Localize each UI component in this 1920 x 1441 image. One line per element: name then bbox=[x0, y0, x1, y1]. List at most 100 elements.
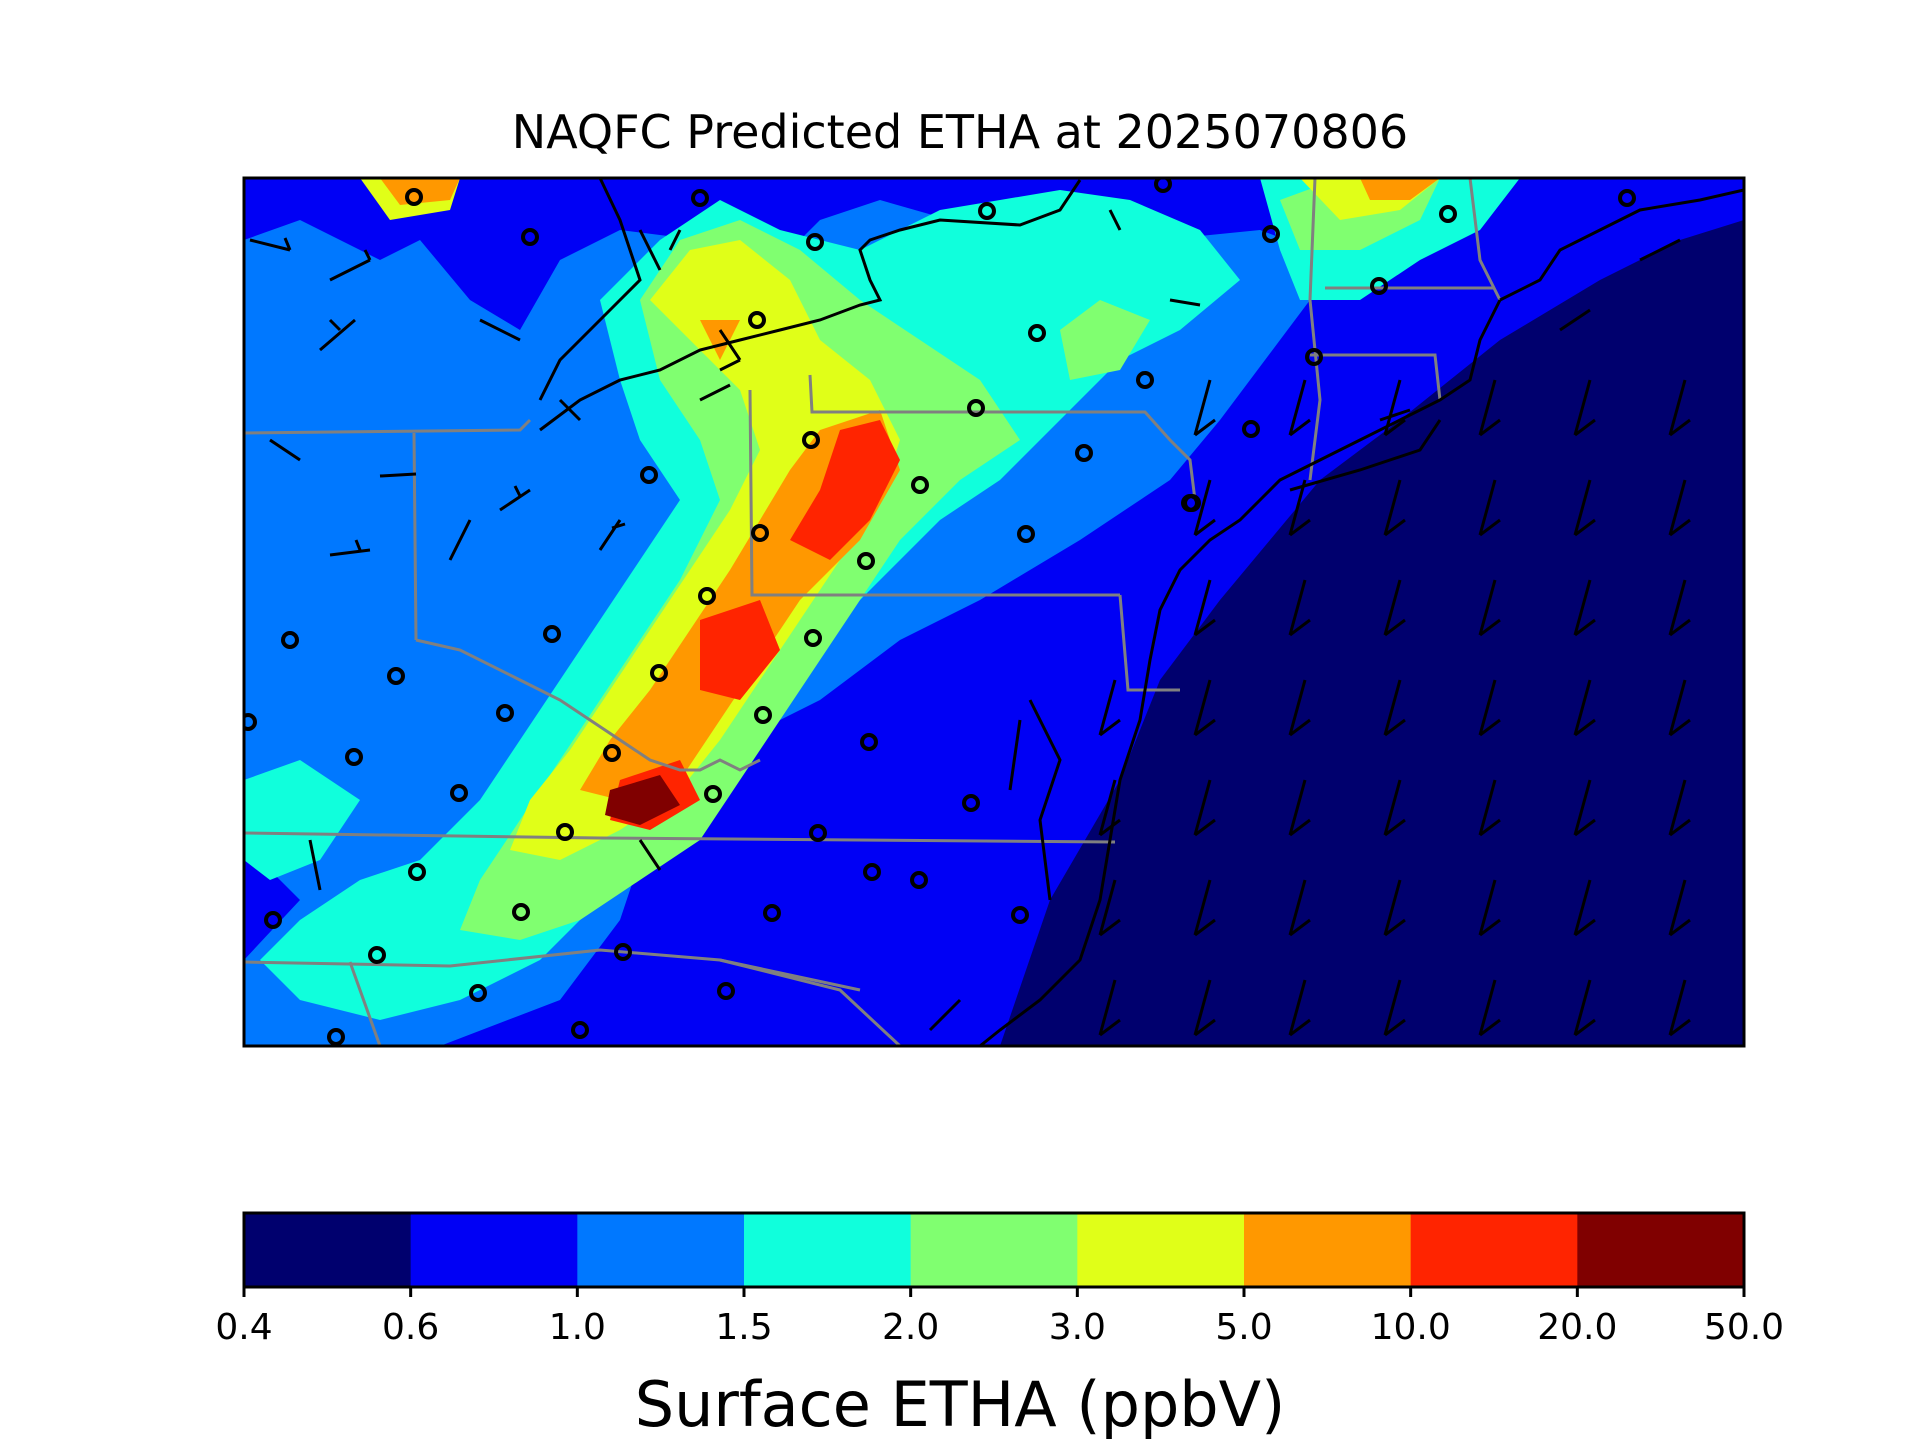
wind-barb bbox=[1478, 379, 1501, 437]
wind-barb bbox=[1383, 879, 1406, 937]
station-marker bbox=[910, 871, 928, 889]
field-class-20-0-50-0 bbox=[605, 775, 680, 825]
station-marker bbox=[1183, 494, 1201, 512]
station-marker bbox=[521, 228, 539, 246]
map-title: NAQFC Predicted ETHA at 2025070806 bbox=[511, 105, 1409, 159]
station-markers bbox=[244, 178, 1636, 1046]
field-class-10-0-20-0 bbox=[610, 420, 900, 830]
colorbar-tick-label: 1.5 bbox=[715, 1307, 772, 1348]
station-marker bbox=[763, 904, 781, 922]
wind-barb bbox=[1288, 779, 1311, 837]
colorbar-segment bbox=[1410, 1213, 1578, 1287]
wind-barb bbox=[1193, 379, 1216, 437]
colorbar-tick-label: 0.6 bbox=[382, 1307, 439, 1348]
colorbar-segment bbox=[244, 1213, 412, 1287]
colorbar: 0.4 0.6 1.0 1.5 2.0 3.0 5.0 10.0 20.0 50.0 bbox=[215, 1211, 1784, 1348]
wind-barb bbox=[1383, 379, 1406, 437]
station-marker bbox=[469, 984, 487, 1002]
station-marker bbox=[806, 233, 824, 251]
wind-barb bbox=[1573, 679, 1596, 737]
field-class-3-0-5-0 bbox=[510, 240, 900, 860]
station-marker bbox=[1017, 525, 1035, 543]
station-marker bbox=[1242, 420, 1260, 438]
colorbar-segment bbox=[1244, 1213, 1412, 1287]
colorbar-segment bbox=[577, 1213, 745, 1287]
station-marker bbox=[244, 713, 257, 731]
wind-barb bbox=[1098, 979, 1121, 1037]
wind-barb bbox=[1478, 479, 1501, 537]
station-marker bbox=[804, 629, 822, 647]
station-marker bbox=[962, 794, 980, 812]
station-marker bbox=[863, 863, 881, 881]
station-marker bbox=[650, 664, 668, 682]
wind-barb bbox=[1573, 879, 1596, 937]
station-marker bbox=[1305, 348, 1323, 366]
station-marker bbox=[698, 587, 716, 605]
colorbar-segment bbox=[410, 1213, 578, 1287]
wind-barb bbox=[1098, 679, 1121, 737]
station-marker bbox=[748, 311, 766, 329]
station-marker bbox=[704, 785, 722, 803]
wind-barb bbox=[1288, 679, 1311, 737]
wind-barb bbox=[1478, 579, 1501, 637]
wind-barb bbox=[1573, 479, 1596, 537]
station-marker bbox=[556, 823, 574, 841]
station-marker bbox=[264, 911, 282, 929]
wind-barb bbox=[1288, 979, 1311, 1037]
station-marker bbox=[1262, 225, 1280, 243]
wind-barb bbox=[1193, 579, 1216, 637]
station-marker bbox=[1154, 178, 1172, 193]
colorbar-tick-label: 10.0 bbox=[1371, 1307, 1451, 1348]
station-marker bbox=[327, 1028, 345, 1046]
colorbar-frame bbox=[242, 1211, 1746, 1289]
station-marker bbox=[496, 704, 514, 722]
colorbar-segment bbox=[744, 1213, 912, 1287]
colorbar-label: Surface ETHA (ppbV) bbox=[634, 1368, 1286, 1441]
wind-barb bbox=[1193, 679, 1216, 737]
wind-barb bbox=[1668, 479, 1691, 537]
wind-barb bbox=[1098, 779, 1121, 837]
station-marker bbox=[1028, 324, 1046, 342]
station-marker bbox=[387, 667, 405, 685]
wind-barb bbox=[1573, 579, 1596, 637]
wind-barb bbox=[1288, 479, 1311, 537]
station-marker bbox=[640, 466, 658, 484]
colorbar-segment bbox=[1077, 1213, 1245, 1287]
colorbar-tick-label: 5.0 bbox=[1215, 1307, 1272, 1348]
station-marker bbox=[1439, 205, 1457, 223]
station-marker bbox=[691, 189, 709, 207]
station-marker bbox=[978, 202, 996, 220]
wind-barb bbox=[1383, 679, 1406, 737]
station-marker bbox=[860, 733, 878, 751]
colorbar-tick-label: 1.0 bbox=[549, 1307, 606, 1348]
colorbar-segment bbox=[1577, 1213, 1745, 1287]
station-marker bbox=[543, 625, 561, 643]
wind-barbs bbox=[249, 209, 1681, 1032]
station-marker bbox=[405, 188, 423, 206]
wind-barb bbox=[1668, 379, 1691, 437]
station-marker bbox=[967, 399, 985, 417]
map-frame bbox=[242, 176, 1746, 1048]
field-class-0-4-0-6 bbox=[1000, 220, 1744, 1046]
wind-barb bbox=[1288, 379, 1311, 437]
station-marker bbox=[571, 1021, 589, 1039]
wind-barb bbox=[1383, 779, 1406, 837]
colorbar-tick-label: 0.4 bbox=[215, 1307, 272, 1348]
wind-barb bbox=[1668, 879, 1691, 937]
station-marker bbox=[754, 706, 772, 724]
station-marker bbox=[450, 784, 468, 802]
colorbar-tick-label: 50.0 bbox=[1704, 1307, 1784, 1348]
colorbar-segment bbox=[910, 1213, 1078, 1287]
wind-barb bbox=[1668, 779, 1691, 837]
wind-barb bbox=[1193, 479, 1216, 537]
wind-barb bbox=[1668, 979, 1691, 1037]
station-marker bbox=[1136, 371, 1154, 389]
station-marker bbox=[751, 524, 769, 542]
station-marker bbox=[368, 946, 386, 964]
wind-barb bbox=[1573, 979, 1596, 1037]
wind-barb bbox=[1478, 779, 1501, 837]
wind-barb bbox=[1573, 779, 1596, 837]
wind-barb bbox=[1383, 479, 1406, 537]
station-marker bbox=[512, 903, 530, 921]
